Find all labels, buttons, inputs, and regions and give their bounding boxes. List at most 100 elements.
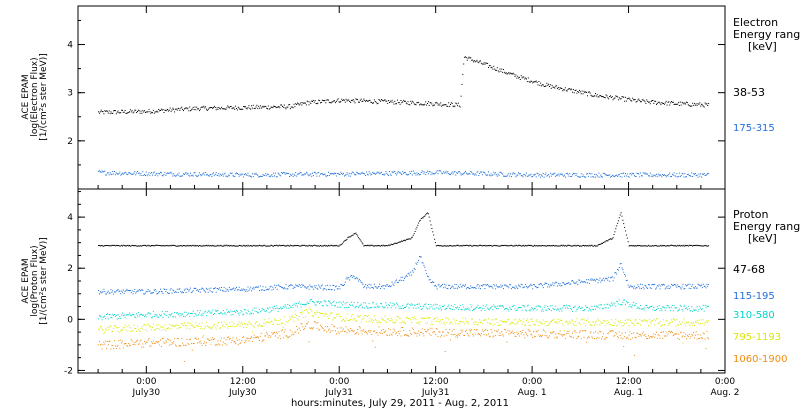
data-point-115-195 bbox=[575, 282, 577, 284]
data-point-38-53 bbox=[170, 110, 172, 112]
data-point-310-580 bbox=[373, 301, 374, 303]
data-point-38-53 bbox=[195, 109, 197, 111]
data-point-175-315 bbox=[631, 174, 633, 176]
data-point-1060-1900 bbox=[569, 335, 571, 337]
data-point-47-68 bbox=[555, 245, 557, 247]
data-point-1060-1900 bbox=[123, 343, 125, 345]
data-point-115-195 bbox=[337, 288, 339, 290]
data-point-47-68 bbox=[546, 245, 548, 247]
data-point-310-580 bbox=[592, 309, 594, 311]
data-point-1060-1900 bbox=[206, 338, 208, 340]
data-point-1060-1900 bbox=[621, 332, 623, 334]
data-point-38-53 bbox=[655, 100, 657, 102]
data-point-175-315 bbox=[367, 174, 369, 176]
data-point-310-580 bbox=[113, 315, 115, 317]
data-point-175-315 bbox=[640, 175, 642, 177]
data-point-38-53 bbox=[680, 104, 682, 106]
data-point-795-1193 bbox=[512, 322, 514, 324]
data-point-38-53 bbox=[338, 101, 340, 103]
data-point-47-68 bbox=[652, 245, 654, 247]
data-point-115-195 bbox=[701, 287, 703, 289]
data-point-38-53 bbox=[377, 102, 379, 104]
data-point-175-315 bbox=[407, 174, 409, 176]
data-point-175-315 bbox=[639, 176, 641, 178]
data-point-310-580 bbox=[590, 310, 592, 312]
data-point-38-53 bbox=[633, 99, 635, 101]
data-point-47-68 bbox=[232, 245, 234, 247]
data-point-310-580 bbox=[585, 305, 587, 307]
data-point-47-68 bbox=[335, 244, 337, 246]
data-point-38-53 bbox=[610, 95, 611, 97]
data-point-310-580 bbox=[164, 314, 166, 316]
data-point-310-580 bbox=[570, 307, 572, 309]
data-point-1060-1900 bbox=[648, 337, 650, 339]
data-point-115-195 bbox=[123, 292, 125, 294]
data-point-38-53 bbox=[302, 102, 304, 104]
data-point-47-68 bbox=[317, 245, 319, 247]
data-point-175-315 bbox=[168, 172, 170, 174]
data-point-310-580 bbox=[232, 313, 234, 315]
data-point-1060-1900 bbox=[180, 345, 182, 347]
data-point-1060-1900 bbox=[185, 344, 187, 346]
data-point-310-580 bbox=[620, 304, 622, 306]
data-point-310-580 bbox=[166, 315, 168, 316]
data-point-795-1193 bbox=[596, 324, 598, 326]
data-point-47-68 bbox=[481, 245, 483, 247]
data-point-175-315 bbox=[671, 176, 672, 178]
data-point-310-580 bbox=[669, 307, 671, 309]
data-point-795-1193 bbox=[302, 311, 304, 313]
data-point-310-580 bbox=[662, 306, 664, 308]
data-point-310-580 bbox=[415, 307, 417, 309]
data-point-38-53 bbox=[622, 96, 624, 98]
data-point-38-53 bbox=[335, 100, 337, 102]
data-point-175-315 bbox=[602, 176, 603, 178]
data-point-1060-1900 bbox=[587, 337, 588, 339]
data-point-115-195 bbox=[267, 288, 268, 290]
data-point-795-1193 bbox=[190, 323, 191, 325]
data-point-47-68 bbox=[121, 244, 123, 246]
data-point-38-53 bbox=[664, 102, 666, 104]
data-point-795-1193 bbox=[283, 316, 285, 318]
data-point-1060-1900 bbox=[166, 341, 168, 343]
data-point-115-195 bbox=[558, 284, 560, 286]
data-point-175-315 bbox=[487, 174, 489, 176]
data-point-310-580 bbox=[540, 306, 542, 308]
data-point-795-1193 bbox=[599, 324, 601, 326]
data-point-1060-1900 bbox=[449, 329, 451, 331]
data-point-795-1193 bbox=[338, 314, 340, 316]
data-point-115-195 bbox=[334, 289, 336, 291]
data-point-310-580 bbox=[701, 308, 703, 310]
data-point-795-1193 bbox=[130, 327, 132, 329]
data-point-115-195 bbox=[569, 283, 571, 285]
data-point-795-1193 bbox=[440, 319, 442, 321]
data-point-310-580 bbox=[261, 307, 263, 309]
data-point-175-315 bbox=[478, 175, 480, 176]
data-point-1060-1900 bbox=[353, 330, 355, 332]
data-point-310-580 bbox=[120, 318, 122, 319]
data-point-38-53 bbox=[524, 78, 526, 80]
data-point-175-315 bbox=[161, 174, 163, 176]
data-point-38-53 bbox=[488, 67, 489, 68]
data-point-38-53 bbox=[480, 62, 482, 64]
data-point-310-580 bbox=[523, 305, 525, 307]
data-point-1060-1900 bbox=[508, 333, 510, 335]
data-point-310-580 bbox=[600, 304, 602, 306]
data-point-175-315 bbox=[609, 174, 611, 176]
data-point-38-53 bbox=[182, 108, 184, 110]
data-point-47-68 bbox=[125, 245, 127, 247]
data-point-115-195 bbox=[229, 288, 231, 290]
data-point-1060-1900 bbox=[331, 324, 333, 326]
data-point-310-580 bbox=[564, 305, 565, 307]
data-point-38-53 bbox=[577, 91, 579, 92]
data-point-795-1193 bbox=[324, 313, 326, 315]
data-point-310-580 bbox=[123, 314, 125, 316]
data-point-47-68 bbox=[225, 244, 227, 246]
data-point-310-580 bbox=[187, 313, 189, 315]
data-point-175-315 bbox=[579, 176, 580, 178]
data-point-38-53 bbox=[175, 108, 176, 110]
data-point-175-315 bbox=[630, 172, 632, 174]
data-point-115-195 bbox=[556, 285, 558, 287]
data-point-38-53 bbox=[415, 104, 417, 106]
data-point-310-580 bbox=[462, 304, 464, 306]
data-point-38-53 bbox=[507, 73, 509, 75]
